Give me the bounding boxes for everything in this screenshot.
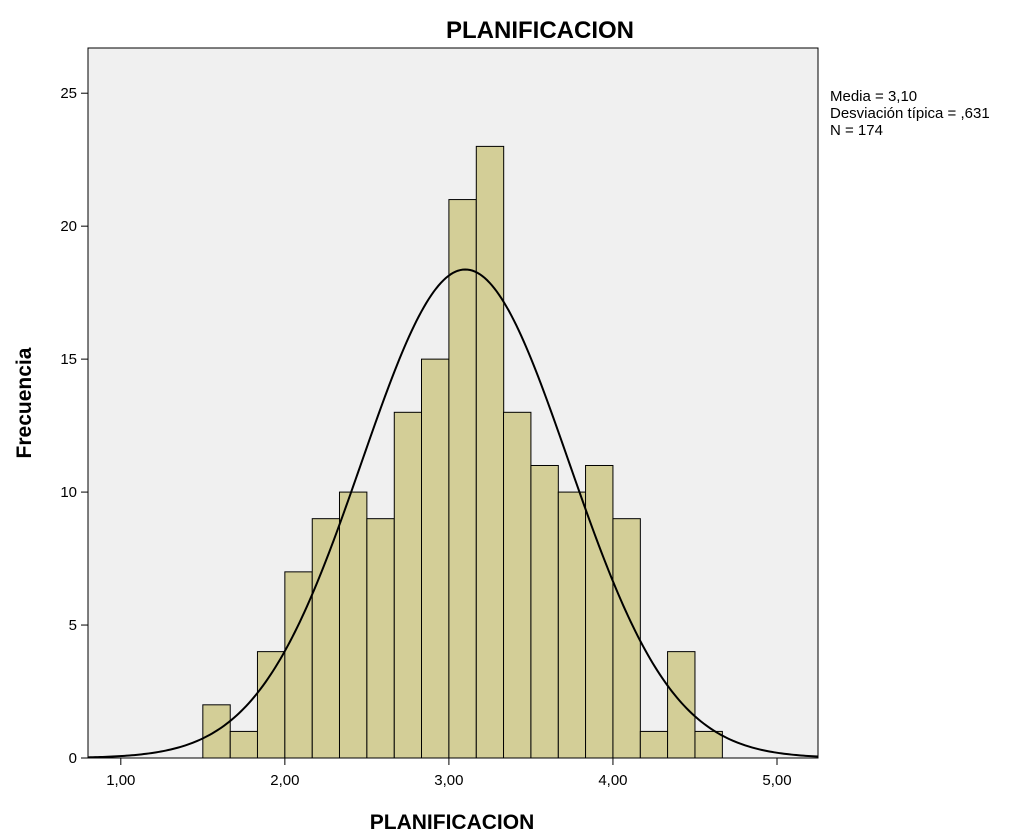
chart-title: PLANIFICACION — [446, 17, 634, 44]
y-axis: 0 5 10 15 20 25 — [60, 85, 88, 767]
x-tick-label: 3,00 — [434, 772, 463, 789]
histogram-bar — [585, 464, 614, 759]
y-tick-label: 10 — [60, 484, 77, 501]
x-tick-label: 2,00 — [270, 772, 299, 789]
histogram-bar — [393, 411, 423, 759]
y-axis-title: Frecuencia — [13, 347, 36, 458]
histogram-bar — [421, 358, 450, 759]
x-axis: 1,00 2,00 3,00 4,00 5,00 — [106, 758, 792, 789]
normal-curve — [87, 268, 819, 759]
histogram-bar — [284, 571, 313, 759]
histogram-bar — [448, 199, 477, 759]
histogram-bar — [694, 730, 723, 759]
y-tick-label: 20 — [60, 218, 77, 235]
x-axis-title: PLANIFICACION — [370, 811, 535, 832]
histogram-bar — [639, 730, 669, 759]
x-tick-label: 1,00 — [106, 772, 135, 789]
y-tick-label: 0 — [69, 750, 77, 767]
stats-legend: Media = 3,10 Desviación típica = ,631 N … — [830, 88, 990, 139]
histogram-bar — [338, 491, 368, 759]
y-tick-label: 25 — [60, 85, 77, 102]
histogram-bar — [667, 651, 696, 759]
histogram-bar — [612, 518, 641, 759]
histogram-bar — [229, 730, 259, 759]
histogram-bar — [256, 651, 286, 759]
histogram-bar — [475, 145, 505, 759]
y-tick-label: 15 — [60, 351, 77, 368]
x-tick-label: 4,00 — [598, 772, 627, 789]
y-tick-label: 5 — [69, 617, 77, 634]
histogram-bar — [503, 411, 532, 759]
histogram-bar — [366, 518, 395, 759]
x-tick-label: 5,00 — [762, 772, 791, 789]
stat-mean: Media = 3,10 — [830, 88, 917, 105]
histogram-bar — [557, 491, 587, 759]
histogram-bar — [530, 464, 559, 759]
stat-n: N = 174 — [830, 122, 883, 139]
stat-std-dev: Desviación típica = ,631 — [830, 105, 990, 122]
histogram-bar — [311, 518, 341, 759]
